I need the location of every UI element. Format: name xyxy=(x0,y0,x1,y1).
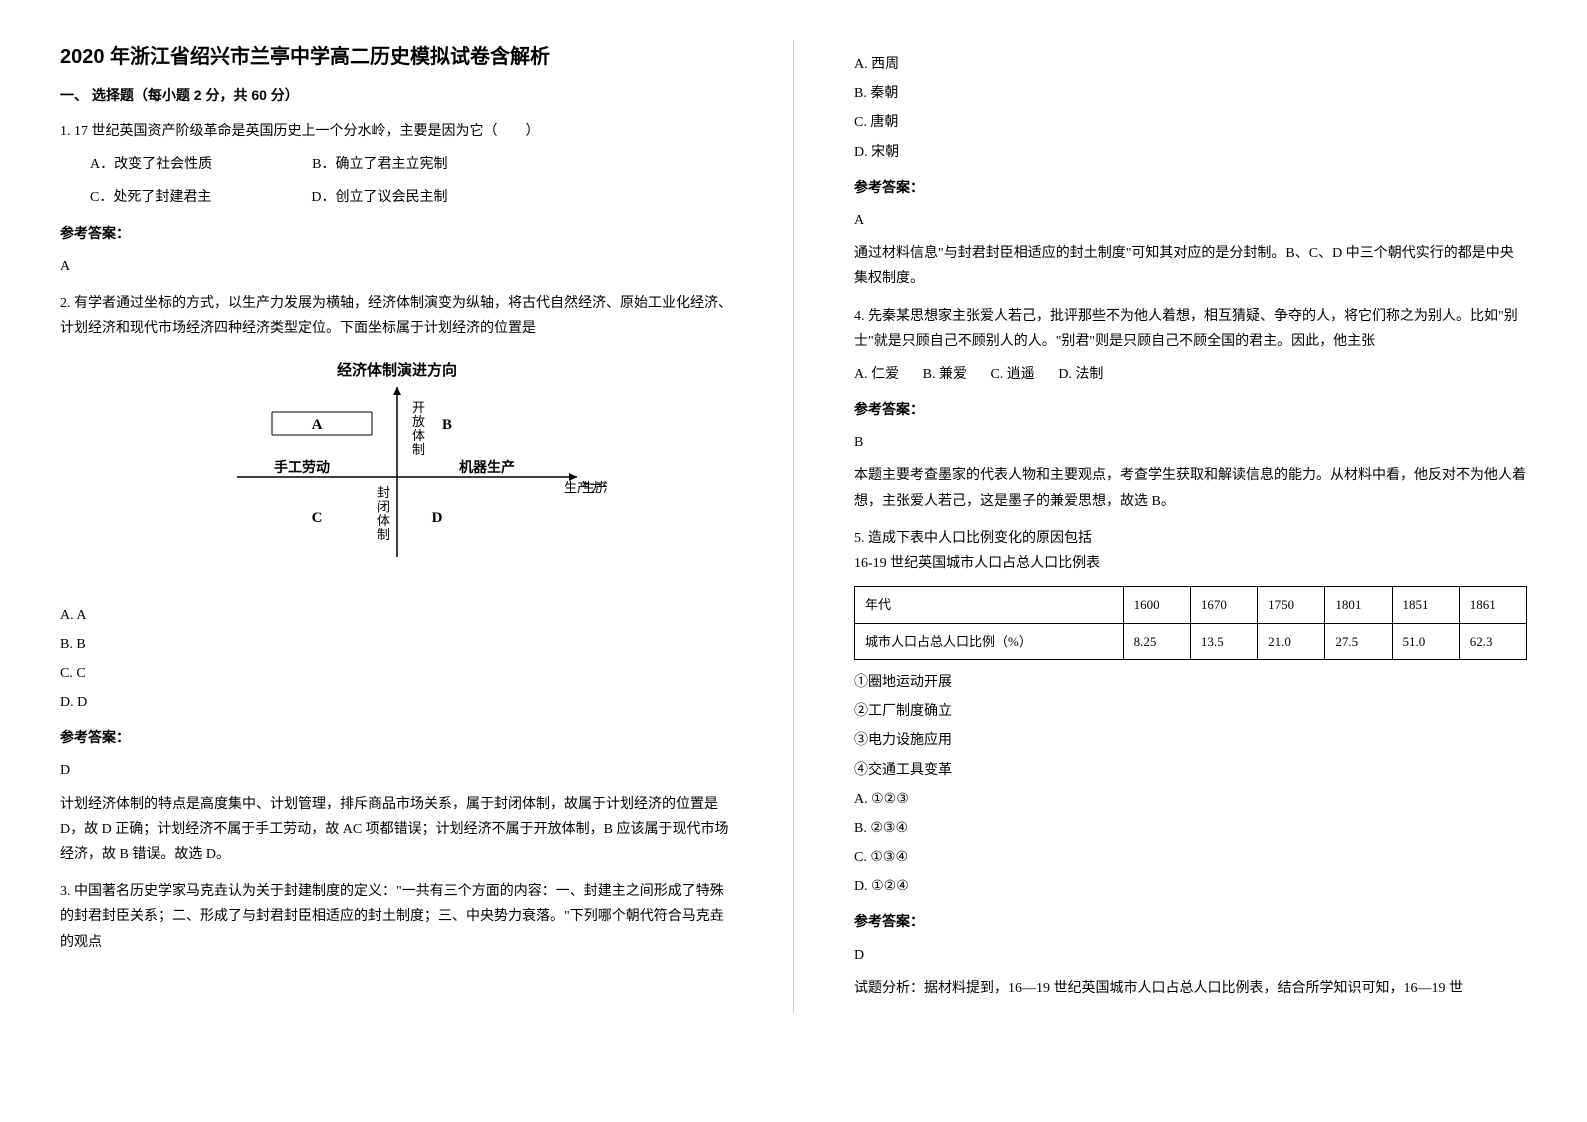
table-cell: 21.0 xyxy=(1258,623,1325,659)
list-item-3: ③电力设施应用 xyxy=(854,728,1527,753)
answer-value: D xyxy=(60,758,733,783)
table-cell: 13.5 xyxy=(1190,623,1257,659)
option-c: C. ①③④ xyxy=(854,845,1527,870)
column-divider xyxy=(793,40,794,1013)
question-2: 2. 有学者通过坐标的方式，以生产力发展为横轴，经济体制演变为纵轴，将古代自然经… xyxy=(60,291,733,867)
coordinate-diagram: 经济体制演进方向 开放体制 封闭体制 A B C D 手工劳动 xyxy=(60,357,733,586)
question-text: 2. 有学者通过坐标的方式，以生产力发展为横轴，经济体制演变为纵轴，将古代自然经… xyxy=(60,291,733,341)
question-3-continued: A. 西周 B. 秦朝 C. 唐朝 D. 宋朝 参考答案： A 通过材料信息"与… xyxy=(854,52,1527,292)
x-right-label: 机器生产 xyxy=(459,459,515,476)
left-column: 2020 年浙江省绍兴市兰亭中学高二历史模拟试卷含解析 一、 选择题（每小题 2… xyxy=(60,40,733,1013)
options-row: A．改变了社会性质 B．确立了君主立宪制 xyxy=(90,152,733,177)
table-cell: 1750 xyxy=(1258,587,1325,623)
option-b: B. 兼爱 xyxy=(923,367,967,382)
table-cell: 1600 xyxy=(1123,587,1190,623)
list-item-4: ④交通工具变革 xyxy=(854,758,1527,783)
option-a: A．改变了社会性质 xyxy=(90,152,212,177)
table-cell: 27.5 xyxy=(1325,623,1392,659)
question-3: 3. 中国著名历史学家马克垚认为关于封建制度的定义："一共有三个方面的内容：一、… xyxy=(60,879,733,955)
option-b: B. ②③④ xyxy=(854,816,1527,841)
exam-title: 2020 年浙江省绍兴市兰亭中学高二历史模拟试卷含解析 xyxy=(60,40,733,69)
explanation: 计划经济体制的特点是高度集中、计划管理，排斥商品市场关系，属于封闭体制，故属于计… xyxy=(60,792,733,868)
option-b: B. 秦朝 xyxy=(854,81,1527,106)
explanation: 通过材料信息"与封君封臣相适应的封土制度"可知其对应的是分封制。B、C、D 中三… xyxy=(854,241,1527,291)
table-cell: 8.25 xyxy=(1123,623,1190,659)
population-table: 年代 1600 1670 1750 1801 1851 1861 城市人口占总人… xyxy=(854,586,1527,660)
option-c: C. 逍遥 xyxy=(990,367,1034,382)
option-a: A. A xyxy=(60,603,733,628)
table-row: 城市人口占总人口比例（%） 8.25 13.5 21.0 27.5 51.0 6… xyxy=(855,623,1527,659)
quadrant-a: A xyxy=(311,417,322,433)
page-container: 2020 年浙江省绍兴市兰亭中学高二历史模拟试卷含解析 一、 选择题（每小题 2… xyxy=(60,40,1527,1013)
answer-value: A xyxy=(60,254,733,279)
quadrant-c: C xyxy=(311,510,322,526)
option-a: A. 仁爱 xyxy=(854,367,899,382)
option-c: C．处死了封建君主 xyxy=(90,185,211,210)
options-row: C．处死了封建君主 D．创立了议会民主制 xyxy=(90,185,733,210)
y-arrow-icon xyxy=(393,387,401,395)
option-b: B. B xyxy=(60,632,733,657)
quadrant-d: D xyxy=(431,510,442,526)
table-cell: 51.0 xyxy=(1392,623,1459,659)
answer-label: 参考答案： xyxy=(60,725,733,750)
table-cell: 1861 xyxy=(1459,587,1526,623)
option-b: B．确立了君主立宪制 xyxy=(312,152,447,177)
table-title: 16-19 世纪英国城市人口占总人口比例表 xyxy=(854,551,1527,576)
right-column: A. 西周 B. 秦朝 C. 唐朝 D. 宋朝 参考答案： A 通过材料信息"与… xyxy=(854,40,1527,1013)
x-axis-end-label: 生产力演进方向 xyxy=(582,480,607,495)
option-a: A. 西周 xyxy=(854,52,1527,77)
answer-label: 参考答案： xyxy=(854,909,1527,934)
table-cell: 62.3 xyxy=(1459,623,1526,659)
table-row: 年代 1600 1670 1750 1801 1851 1861 xyxy=(855,587,1527,623)
question-1: 1. 17 世纪英国资产阶级革命是英国历史上一个分水岭，主要是因为它（ ） A．… xyxy=(60,119,733,279)
diagram-svg: 经济体制演进方向 开放体制 封闭体制 A B C D 手工劳动 xyxy=(187,357,607,577)
diagram-title: 经济体制演进方向 xyxy=(336,361,456,379)
table-cell: 1670 xyxy=(1190,587,1257,623)
question-4: 4. 先秦某思想家主张爱人若己，批评那些不为他人着想，相互猜疑、争夺的人，将它们… xyxy=(854,304,1527,514)
answer-label: 参考答案： xyxy=(854,397,1527,422)
table-cell: 城市人口占总人口比例（%） xyxy=(855,623,1124,659)
answer-value: A xyxy=(854,208,1527,233)
explanation: 试题分析：据材料提到，16—19 世纪英国城市人口占总人口比例表，结合所学知识可… xyxy=(854,976,1527,1001)
table-cell: 年代 xyxy=(855,587,1124,623)
question-5: 5. 造成下表中人口比例变化的原因包括 16-19 世纪英国城市人口占总人口比例… xyxy=(854,526,1527,1001)
option-d: D. D xyxy=(60,690,733,715)
y-top-label: 开放体制 xyxy=(412,400,425,457)
answer-label: 参考答案： xyxy=(854,175,1527,200)
table-cell: 1851 xyxy=(1392,587,1459,623)
section-header: 一、 选择题（每小题 2 分，共 60 分） xyxy=(60,85,733,105)
question-text: 5. 造成下表中人口比例变化的原因包括 xyxy=(854,526,1527,551)
options-inline: A. 仁爱 B. 兼爱 C. 逍遥 D. 法制 xyxy=(854,362,1527,387)
list-item-2: ②工厂制度确立 xyxy=(854,699,1527,724)
table-cell: 1801 xyxy=(1325,587,1392,623)
answer-label: 参考答案： xyxy=(60,221,733,246)
list-item-1: ①圈地运动开展 xyxy=(854,670,1527,695)
quadrant-b: B xyxy=(441,417,451,433)
option-d: D. 宋朝 xyxy=(854,140,1527,165)
y-bottom-label: 封闭体制 xyxy=(377,485,390,542)
option-c: C. 唐朝 xyxy=(854,110,1527,135)
option-d: D. ①②④ xyxy=(854,874,1527,899)
answer-value: D xyxy=(854,943,1527,968)
answer-value: B xyxy=(854,430,1527,455)
option-d: D. 法制 xyxy=(1058,367,1103,382)
question-text: 3. 中国著名历史学家马克垚认为关于封建制度的定义："一共有三个方面的内容：一、… xyxy=(60,879,733,955)
option-c: C. C xyxy=(60,661,733,686)
x-left-label: 手工劳动 xyxy=(274,459,330,476)
option-a: A. ①②③ xyxy=(854,787,1527,812)
option-d: D．创立了议会民主制 xyxy=(311,185,447,210)
explanation: 本题主要考查墨家的代表人物和主要观点，考查学生获取和解读信息的能力。从材料中看，… xyxy=(854,463,1527,513)
question-text: 1. 17 世纪英国资产阶级革命是英国历史上一个分水岭，主要是因为它（ ） xyxy=(60,119,733,144)
question-text: 4. 先秦某思想家主张爱人若己，批评那些不为他人着想，相互猜疑、争夺的人，将它们… xyxy=(854,304,1527,354)
